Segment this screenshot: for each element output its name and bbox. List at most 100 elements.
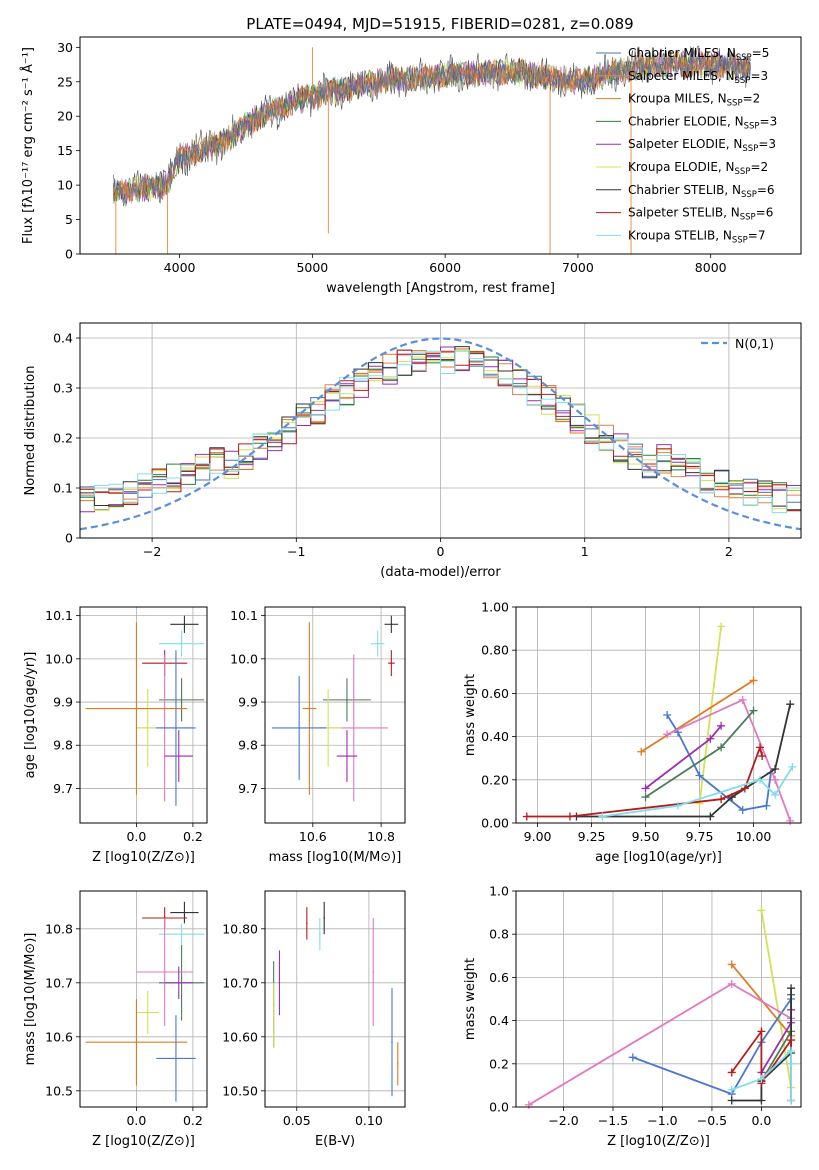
data-point bbox=[135, 1041, 138, 1043]
plus-marker bbox=[762, 801, 771, 810]
axes-frame bbox=[264, 606, 406, 824]
plus-marker bbox=[565, 812, 574, 821]
y-axis-label: Flux [fλ10⁻¹⁷ erg cm⁻² s⁻¹ Å⁻¹] bbox=[20, 47, 36, 244]
y-tick-label: 1.0 bbox=[489, 884, 509, 899]
weight-series bbox=[632, 998, 792, 1096]
x-tick-label: −1.0 bbox=[647, 1113, 677, 1128]
data-point bbox=[376, 642, 379, 645]
plus-marker bbox=[641, 784, 650, 793]
y-tick-label: 0.20 bbox=[481, 772, 509, 787]
y-tick-label: 0.2 bbox=[489, 1056, 509, 1071]
plus-marker bbox=[673, 801, 682, 810]
plus-marker bbox=[755, 775, 764, 784]
data-point bbox=[308, 707, 311, 710]
plus-marker bbox=[758, 752, 767, 761]
y-tick-label: 9.9 bbox=[53, 695, 73, 710]
data-point bbox=[323, 917, 325, 919]
data-point bbox=[390, 623, 393, 626]
y-tick-label: 0.60 bbox=[481, 686, 509, 701]
axes-frame bbox=[515, 890, 802, 1108]
panel-mass-vs-EBV: 0.05 0.10 10.50 10.60 10.70 10.80 E(B-V) bbox=[222, 890, 406, 1149]
x-tick-label: 10.8 bbox=[367, 829, 395, 844]
plus-marker bbox=[706, 734, 715, 743]
data-point bbox=[306, 922, 308, 925]
y-axis-label: mass [log10(M/M⊙)] bbox=[23, 933, 38, 1066]
y-tick-label: 10.8 bbox=[45, 921, 73, 936]
plus-marker bbox=[786, 816, 795, 825]
x-axis-label: Z [log10(Z/Z⊙)] bbox=[92, 1134, 195, 1149]
y-tick-label: 10.1 bbox=[230, 608, 258, 623]
x-tick-label: 7000 bbox=[562, 260, 594, 275]
legend-entry: N(0,1) bbox=[735, 336, 774, 351]
weight-series bbox=[640, 679, 754, 753]
plus-marker bbox=[727, 979, 736, 988]
y-tick-label: 10.5 bbox=[45, 1083, 73, 1098]
legend-entry: Chabrier ELODIE, NSSP=3 bbox=[628, 114, 777, 131]
data-point bbox=[135, 707, 138, 710]
x-tick-label: 6000 bbox=[429, 260, 461, 275]
y-tick-label: 10.70 bbox=[222, 975, 258, 990]
y-tick-label: 10.0 bbox=[230, 651, 258, 666]
plus-marker bbox=[522, 812, 531, 821]
x-tick-label: 8000 bbox=[695, 260, 727, 275]
x-axis-label: mass [log10(M/M⊙)] bbox=[269, 850, 402, 865]
plus-marker bbox=[787, 1059, 796, 1068]
plus-marker bbox=[788, 762, 797, 771]
plus-marker bbox=[663, 711, 672, 719]
plus-marker bbox=[706, 812, 715, 821]
y-tick-label: 10.0 bbox=[45, 651, 73, 666]
legend-entry: Kroupa ELODIE, NSSP=2 bbox=[628, 160, 768, 177]
plus-marker bbox=[641, 793, 650, 802]
data-point bbox=[146, 1011, 149, 1014]
y-tick-label: 9.8 bbox=[53, 738, 73, 753]
x-axis-label: wavelength [Angstrom, rest frame] bbox=[326, 281, 555, 296]
x-axis-label: Z [log10(Z/Z⊙)] bbox=[607, 1134, 710, 1149]
panel-spectrum: 4000 5000 6000 7000 8000 0 5 10 15 20 25 30 waveleng… bbox=[20, 36, 802, 296]
x-axis-label: Z [log10(Z/Z⊙)] bbox=[92, 850, 195, 865]
axes-frame bbox=[79, 322, 802, 539]
y-axis-label: mass weight bbox=[463, 674, 478, 756]
weight-series bbox=[666, 698, 792, 822]
data-point bbox=[180, 699, 183, 701]
y-tick-label: 30 bbox=[57, 40, 73, 55]
y-tick-label: 10.50 bbox=[222, 1083, 258, 1098]
x-tick-label: 0.0 bbox=[751, 1113, 771, 1128]
x-axis-label: E(B-V) bbox=[315, 1134, 355, 1149]
plus-marker bbox=[717, 721, 726, 730]
plus-marker bbox=[598, 812, 607, 821]
plus-marker bbox=[787, 1046, 796, 1055]
y-tick-label: 0.1 bbox=[53, 481, 73, 496]
plus-marker bbox=[727, 1096, 736, 1105]
y-tick-label: 10.6 bbox=[45, 1029, 73, 1044]
y-tick-label: 5 bbox=[65, 212, 73, 227]
x-tick-label: 1 bbox=[581, 544, 589, 559]
x-tick-label: 0.2 bbox=[183, 829, 203, 844]
y-tick-label: 0 bbox=[65, 531, 73, 546]
y-tick-label: 0.40 bbox=[481, 729, 509, 744]
data-point bbox=[391, 1041, 393, 1043]
panel-age-vs-Z: 0.0 0.2 9.7 9.8 9.9 10.0 10.1 Z [log10(Z/Z⊙)] ag… bbox=[23, 606, 208, 865]
x-tick-label: 2 bbox=[725, 544, 733, 559]
y-tick-label: 0 bbox=[65, 247, 73, 262]
data-point bbox=[180, 642, 183, 645]
data-point bbox=[180, 933, 183, 935]
spectrum-lines bbox=[112, 45, 751, 254]
data-point bbox=[183, 623, 186, 626]
normal-reference-curve bbox=[79, 337, 802, 531]
y-tick-label: 0.3 bbox=[53, 381, 73, 396]
plus-marker bbox=[663, 730, 672, 739]
axes-frame bbox=[515, 606, 802, 824]
y-tick-label: 9.7 bbox=[53, 781, 73, 796]
y-tick-label: 9.8 bbox=[238, 738, 258, 753]
legend-entry: Salpeter ELODIE, NSSP=3 bbox=[628, 137, 776, 154]
y-tick-label: 0.80 bbox=[481, 643, 509, 658]
y-axis-label: age [log10(age/yr)] bbox=[23, 652, 38, 779]
y-tick-label: 10 bbox=[57, 178, 73, 193]
y-tick-label: 0.6 bbox=[489, 970, 509, 985]
panel-mass-weight-vs-Z: −2.0 −1.5 −1.0 −0.5 0.0 0.0 0.2 0.4 0.6 0.8 1.0 Z [… bbox=[463, 884, 802, 1149]
plus-marker bbox=[771, 790, 780, 799]
x-tick-label: 4000 bbox=[164, 260, 196, 275]
plus-marker bbox=[787, 984, 796, 993]
y-tick-label: 10.80 bbox=[222, 921, 258, 936]
